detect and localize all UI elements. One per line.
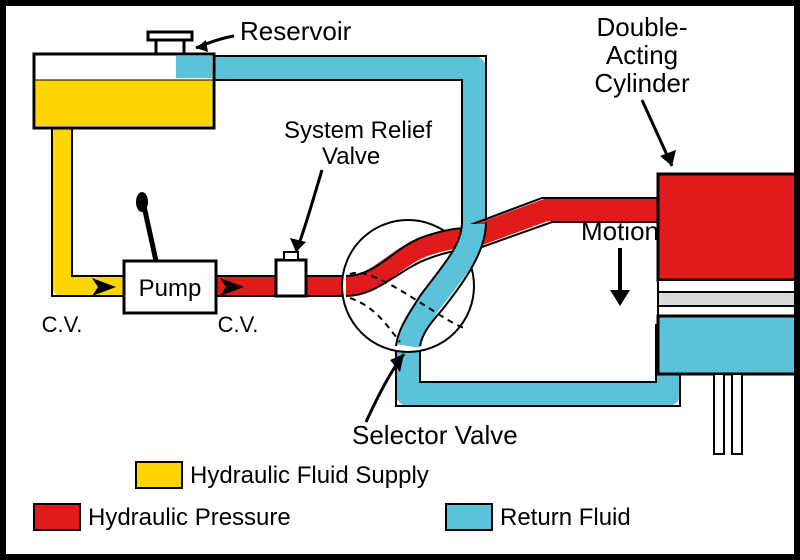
cyl-label-1: Double- <box>596 12 687 42</box>
pump-label: Pump <box>139 275 202 302</box>
legend: Hydraulic Fluid Supply Hydraulic Pressur… <box>34 462 631 531</box>
selector-valve <box>342 220 486 352</box>
relief-label-2: Valve <box>322 143 380 170</box>
arrow-icon <box>290 238 306 252</box>
legend-pressure-label: Hydraulic Pressure <box>88 504 291 531</box>
cv-label-1: C.V. <box>42 312 83 337</box>
diagram-frame: Pump C.V. C.V. <box>0 0 800 560</box>
supply-pipe <box>52 124 124 296</box>
relief-valve <box>276 252 306 296</box>
legend-swatch-return <box>446 504 492 530</box>
reservoir <box>34 32 214 128</box>
hydraulic-diagram: Pump C.V. C.V. <box>6 6 794 554</box>
legend-supply-label: Hydraulic Fluid Supply <box>190 462 429 489</box>
selector-label: Selector Valve <box>352 420 518 450</box>
cyl-label-3: Cylinder <box>594 68 690 98</box>
cv-label-2: C.V. <box>218 312 259 337</box>
cyl-label-2: Acting <box>606 40 678 70</box>
pump: Pump <box>124 192 216 313</box>
cylinder <box>658 174 794 454</box>
legend-return-label: Return Fluid <box>500 504 631 531</box>
reservoir-label: Reservoir <box>240 16 352 46</box>
motion-label: Motion <box>581 216 659 246</box>
legend-swatch-supply <box>136 462 182 488</box>
legend-swatch-pressure <box>34 504 80 530</box>
arrow-icon <box>610 290 630 306</box>
arrow-icon <box>660 150 676 166</box>
relief-label-1: System Relief <box>284 117 432 144</box>
